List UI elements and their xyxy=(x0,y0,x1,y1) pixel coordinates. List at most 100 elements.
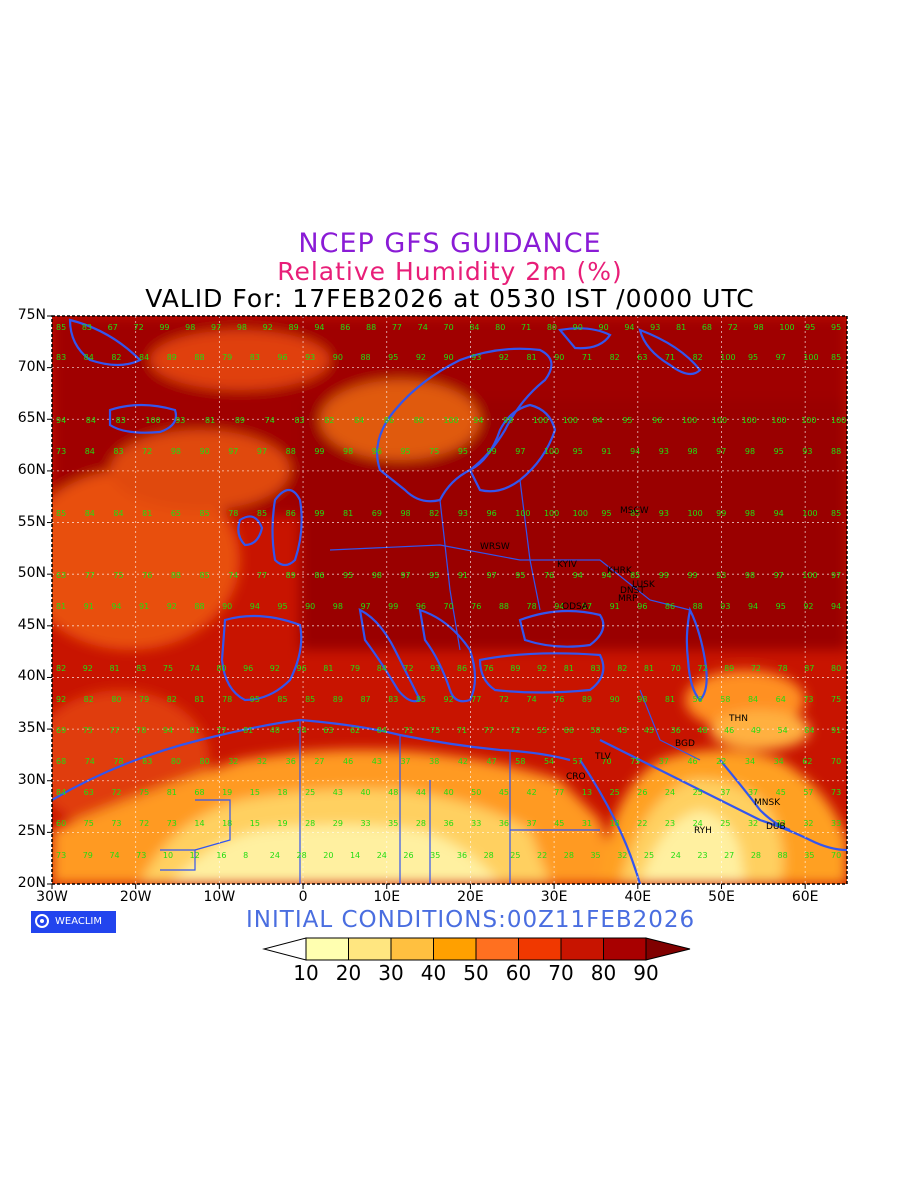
rh-value: 79 xyxy=(83,851,93,860)
rh-value: 32 xyxy=(803,819,813,828)
rh-value: 96 xyxy=(297,664,307,673)
logo-text: WEACLIM xyxy=(55,916,103,927)
rh-value: 33 xyxy=(471,819,481,828)
rh-value: 31 xyxy=(582,819,592,828)
rh-value: 68 xyxy=(702,323,712,332)
rh-value: 85 xyxy=(416,695,426,704)
colorbar-label: 70 xyxy=(548,961,574,985)
rh-value: 24 xyxy=(270,851,280,860)
rh-value: 75 xyxy=(630,757,640,766)
rh-value: 93 xyxy=(716,571,726,580)
rh-value: 95 xyxy=(458,447,468,456)
rh-value: 88 xyxy=(171,571,181,580)
rh-value: 72 xyxy=(139,819,149,828)
rh-value: 94 xyxy=(250,602,260,611)
rh-value: 89 xyxy=(333,695,343,704)
rh-value: 71 xyxy=(665,353,675,362)
rh-value: 92 xyxy=(56,695,66,704)
rh-value: 91 xyxy=(601,447,611,456)
rh-value: 84 xyxy=(84,353,94,362)
rh-value: 73 xyxy=(56,851,66,860)
rh-value: 81 xyxy=(243,726,253,735)
rh-value: 68 xyxy=(56,757,66,766)
rh-value: 94 xyxy=(831,602,841,611)
rh-value: 73 xyxy=(803,695,813,704)
rh-value: 77 xyxy=(484,726,494,735)
rh-value: 84 xyxy=(85,509,95,518)
rh-value: 94 xyxy=(774,509,784,518)
rh-value: 88 xyxy=(831,447,841,456)
rh-value: 72 xyxy=(499,695,509,704)
rh-value: 64 xyxy=(776,695,786,704)
rh-value: 32 xyxy=(617,851,627,860)
rh-value: 72 xyxy=(728,323,738,332)
rh-value: 57 xyxy=(803,788,813,797)
rh-value: 77 xyxy=(109,726,119,735)
rh-value: 84 xyxy=(748,695,758,704)
rh-value: 79 xyxy=(139,695,149,704)
rh-value: 75 xyxy=(84,819,94,828)
rh-value: 46 xyxy=(724,726,734,735)
rh-value: 100 xyxy=(831,416,846,425)
rh-value: 46 xyxy=(343,757,353,766)
rh-value: 84 xyxy=(804,726,814,735)
rh-value: 44 xyxy=(416,788,426,797)
rh-value: 87 xyxy=(360,695,370,704)
rh-value: 100 xyxy=(682,416,697,425)
rh-value: 90 xyxy=(610,695,620,704)
rh-value: 82 xyxy=(324,416,334,425)
rh-value: 90 xyxy=(305,602,315,611)
rh-value: 78 xyxy=(113,757,123,766)
city-label: BGD xyxy=(675,739,695,749)
rh-value: 58 xyxy=(515,757,525,766)
rh-value: 98 xyxy=(171,447,181,456)
rh-value: 63 xyxy=(56,571,66,580)
rh-value: 69 xyxy=(372,509,382,518)
rh-value: 66 xyxy=(564,726,574,735)
rh-value: 48 xyxy=(270,726,280,735)
rh-value: 90 xyxy=(554,353,564,362)
rh-value: 50 xyxy=(471,788,481,797)
lon-label: 0 xyxy=(298,889,308,905)
rh-value: 28 xyxy=(416,819,426,828)
rh-value: 84 xyxy=(56,788,66,797)
rh-value: 99 xyxy=(503,416,513,425)
rh-value: 71 xyxy=(582,353,592,362)
rh-value: 96 xyxy=(372,447,382,456)
rh-value: 62 xyxy=(350,726,360,735)
rh-value: 85 xyxy=(257,509,267,518)
lat-label: 30N xyxy=(17,771,46,788)
rh-value: 25 xyxy=(510,851,520,860)
rh-value: 92 xyxy=(270,664,280,673)
rh-value: 36 xyxy=(444,819,454,828)
lon-label: 20E xyxy=(457,889,484,905)
rh-value: 86 xyxy=(286,509,296,518)
rh-value: 85 xyxy=(277,695,287,704)
rh-value: 35 xyxy=(590,851,600,860)
rh-value: 85 xyxy=(200,509,210,518)
rh-value: 77 xyxy=(471,695,481,704)
rh-value: 29 xyxy=(333,819,343,828)
rh-value: 28 xyxy=(305,819,315,828)
map-frame xyxy=(51,315,848,885)
rh-value: 49 xyxy=(751,726,761,735)
city-label: TLV xyxy=(594,752,612,762)
lon-label: 10W xyxy=(203,889,236,905)
rh-value: 76 xyxy=(554,695,564,704)
rh-value: 74 xyxy=(228,571,238,580)
rh-value: 24 xyxy=(377,851,387,860)
lat-label: 75N xyxy=(17,307,46,323)
rh-value: 25 xyxy=(610,788,620,797)
rh-value: 85 xyxy=(56,509,66,518)
lat-label: 45N xyxy=(17,616,46,633)
rh-value: 25 xyxy=(720,819,730,828)
rh-value: 89 xyxy=(582,695,592,704)
rh-value: 100 xyxy=(742,416,757,425)
rh-value: 33 xyxy=(360,819,370,828)
city-label: RYH xyxy=(694,826,712,836)
rh-value: 83 xyxy=(116,416,126,425)
rh-value: 34 xyxy=(774,757,784,766)
rh-value: 77 xyxy=(554,788,564,797)
colorbar-label: 80 xyxy=(590,961,617,985)
rh-value: 72 xyxy=(510,726,520,735)
